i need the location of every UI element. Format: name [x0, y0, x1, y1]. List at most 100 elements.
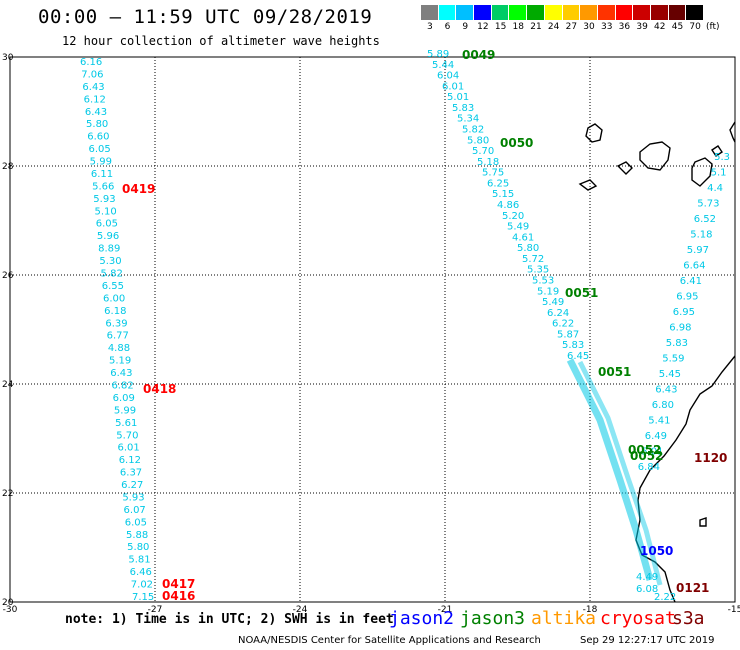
- wave-height-label: 5.89: [427, 49, 449, 60]
- track-dense-segment: [566, 358, 654, 581]
- timestamp-text: Sep 29 12:27:17 UTC 2019: [580, 635, 715, 646]
- lat-tick-label: 24: [2, 380, 14, 390]
- wave-height-label: 5.81: [128, 555, 150, 566]
- wave-height-label: 5.18: [477, 157, 499, 168]
- wave-height-label: 5.19: [109, 356, 131, 367]
- wave-height-label: 6.01: [442, 81, 464, 92]
- scale-label: 42: [654, 22, 666, 32]
- wave-height-label: 6.98: [669, 323, 691, 334]
- pass-time-label: 1120: [694, 451, 727, 465]
- color-scale-labels: 3 6 9 12 15 18 21 24 27 30 33 36 39 42 45 70: [421, 22, 704, 32]
- lon-tick-label: -15: [728, 605, 740, 615]
- wave-height-label: 5.19: [537, 286, 559, 297]
- wave-height-label: 5.82: [462, 125, 484, 136]
- wave-height-label: 5.18: [690, 230, 712, 241]
- coastline: [691, 157, 713, 187]
- wave-height-label: 6.95: [673, 307, 695, 318]
- pass-time-label: 0052: [628, 443, 661, 457]
- scale-label: 18: [512, 22, 524, 32]
- wave-height-label: 6.77: [107, 331, 129, 342]
- wave-height-label: 5.70: [116, 430, 138, 441]
- wave-height-label: 7.15: [132, 592, 154, 603]
- wave-height-label: 6.01: [117, 443, 139, 454]
- scale-swatch: [633, 5, 651, 20]
- wave-height-label: 5.93: [93, 194, 115, 205]
- scale-label: 12: [477, 22, 489, 32]
- scale-swatch: [686, 5, 704, 20]
- wave-height-label: 5.87: [557, 329, 579, 340]
- scale-label: 6: [444, 22, 451, 32]
- coastline: [616, 161, 633, 175]
- pass-time-label: 0417: [162, 577, 195, 591]
- wave-height-label: 5.99: [90, 157, 112, 168]
- track-dense-segment: [577, 360, 663, 586]
- scale-label: 45: [671, 22, 684, 32]
- wave-height-label: 6.22: [552, 319, 574, 330]
- satellite-legend-item: altika: [531, 608, 597, 629]
- lat-tick-label: 30: [2, 53, 14, 63]
- wave-height-label: 6.43: [85, 107, 107, 118]
- wave-height-label: 5.15: [492, 189, 514, 200]
- wave-height-label: 6.52: [694, 214, 716, 225]
- wave-height-label: 5.35: [527, 265, 549, 276]
- pass-time-label: 0418: [143, 382, 176, 396]
- wave-height-label: 4.86: [497, 200, 519, 211]
- scale-label: 70: [689, 22, 701, 32]
- wave-height-label: 6.43: [655, 385, 677, 396]
- scale-label: 15: [494, 22, 507, 32]
- wave-height-label: 4.49: [636, 572, 658, 583]
- scale-swatch: [491, 5, 510, 20]
- map-frame: [9, 56, 736, 603]
- wave-height-label: 5.75: [482, 168, 504, 179]
- wave-height-label: 5.73: [697, 199, 719, 210]
- coastline: [639, 141, 671, 171]
- wave-height-label: 6.46: [130, 567, 152, 578]
- pass-time-label: 0050: [500, 136, 533, 150]
- scale-swatch: [509, 5, 528, 20]
- wave-height-label: 6.84: [638, 462, 660, 473]
- wave-height-label: 5.80: [127, 542, 149, 553]
- wave-height-label: 2.22: [654, 592, 676, 603]
- wave-height-label: 6.37: [120, 468, 142, 479]
- coastline: [635, 355, 736, 603]
- pass-time-label: 0419: [122, 182, 155, 196]
- wave-height-label: 5.82: [101, 269, 123, 280]
- wave-height-label: 6.43: [110, 368, 132, 379]
- wave-height-label: 4.61: [512, 232, 534, 243]
- scale-label: 21: [530, 22, 542, 32]
- wave-height-label: 5.83: [452, 103, 474, 114]
- wave-height-label: 6.11: [91, 169, 113, 180]
- wave-height-label: 6.64: [683, 261, 705, 272]
- lat-tick-label: 22: [2, 489, 13, 499]
- scale-label: 33: [600, 22, 613, 32]
- pass-time-label: 0051: [565, 286, 598, 300]
- scale-swatch: [544, 5, 563, 20]
- page-subtitle: 12 hour collection of altimeter wave hei…: [62, 34, 380, 48]
- lon-tick-label: -18: [583, 605, 598, 615]
- wave-height-label: 6.07: [124, 505, 146, 516]
- wave-height-label: 5.20: [502, 211, 524, 222]
- wave-height-label: 5.41: [648, 416, 670, 427]
- scale-swatch: [438, 5, 457, 20]
- wave-height-label: 5.3: [714, 152, 730, 163]
- scale-swatch: [527, 5, 545, 20]
- wave-height-label: 4.4: [707, 183, 723, 194]
- wave-height-label: 6.80: [652, 400, 674, 411]
- wave-height-label: 6.41: [680, 276, 702, 287]
- scale-label: 9: [462, 22, 469, 32]
- wave-height-label: 5.70: [472, 146, 494, 157]
- pass-time-label: 0416: [162, 589, 195, 603]
- wave-height-label: 5.61: [115, 418, 137, 429]
- wave-height-label: 5.96: [97, 231, 119, 242]
- coastline: [578, 179, 598, 191]
- wave-height-label: 6.60: [87, 132, 109, 143]
- credit-text: NOAA/NESDIS Center for Satellite Applica…: [238, 635, 541, 646]
- wave-height-label: 6.16: [80, 57, 102, 68]
- wave-height-label: 6.00: [103, 293, 125, 304]
- satellite-legend-item: cryosat: [600, 608, 676, 629]
- scale-label: 39: [636, 22, 648, 32]
- scale-swatch: [421, 5, 439, 20]
- lon-tick-label: -30: [3, 605, 18, 615]
- wave-height-label: 5.99: [114, 405, 136, 416]
